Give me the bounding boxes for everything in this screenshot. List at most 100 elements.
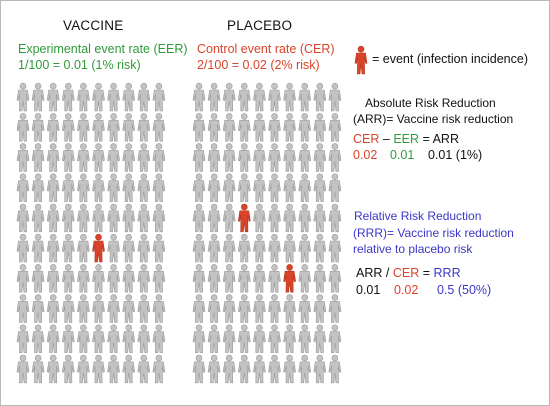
vaccine-person-figure <box>46 173 60 202</box>
vaccine-person-figure <box>16 113 30 142</box>
placebo-person-figure <box>313 173 327 202</box>
vaccine-person-figure <box>16 233 30 263</box>
vaccine-person-figure <box>61 324 75 353</box>
placebo-person-figure <box>283 354 296 384</box>
vaccine-person-figure <box>92 203 105 233</box>
placebo-person-figure <box>268 113 281 142</box>
vaccine-person-figure <box>122 264 136 293</box>
placebo-person-figure <box>313 113 327 142</box>
vaccine-person-figure <box>77 294 90 323</box>
eer-label: Experimental event rate (EER) <box>18 42 188 56</box>
vaccine-person-figure <box>46 354 60 384</box>
vaccine-person-figure <box>77 113 90 142</box>
placebo-person-figure <box>283 82 296 112</box>
vaccine-person-figure <box>122 143 136 172</box>
vaccine-heading: VACCINE <box>63 18 124 33</box>
placebo-person-figure <box>253 294 266 323</box>
placebo-person-figure <box>283 233 296 263</box>
vaccine-person-figure <box>107 324 120 353</box>
arr-val-eer: 0.01 <box>390 148 415 162</box>
vaccine-person-figure <box>152 294 166 323</box>
arr-equation: CER – EER = ARR <box>353 132 459 147</box>
placebo-person-figure <box>283 203 296 233</box>
vaccine-person-figure <box>152 173 166 202</box>
placebo-person-figure <box>313 143 327 172</box>
placebo-person-figure <box>222 294 236 323</box>
vaccine-person-figure <box>31 294 45 323</box>
placebo-person-figure <box>222 324 236 353</box>
placebo-person-figure <box>298 324 312 353</box>
vaccine-person-figure <box>61 354 75 384</box>
vaccine-person-figure <box>122 113 136 142</box>
rrr-eq-equals: = <box>422 266 431 280</box>
placebo-person-figure <box>237 113 251 142</box>
arr-eq-eer: EER <box>393 132 420 146</box>
vaccine-person-figure <box>31 173 45 202</box>
placebo-person-figure <box>192 82 206 112</box>
vaccine-person-figure <box>77 233 90 263</box>
vaccine-person-figure <box>92 173 105 202</box>
vaccine-person-figure <box>107 173 120 202</box>
placebo-person-figure <box>192 354 206 384</box>
placebo-person-figure <box>253 233 266 263</box>
placebo-person-figure <box>268 203 281 233</box>
arr-eq-cer: CER <box>353 132 380 146</box>
legend-text: = event (infection incidence) <box>372 52 528 66</box>
rrr-val-result: 0.5 (50%) <box>437 283 492 297</box>
placebo-population-grid <box>192 82 342 384</box>
vaccine-person-figure <box>46 294 60 323</box>
placebo-person-figure <box>253 203 266 233</box>
placebo-person-figure <box>192 294 206 323</box>
placebo-person-figure <box>237 82 251 112</box>
placebo-person-figure <box>222 354 236 384</box>
vaccine-person-figure <box>31 82 45 112</box>
placebo-person-figure <box>268 173 281 202</box>
placebo-person-figure <box>298 173 312 202</box>
vaccine-person-figure <box>137 173 151 202</box>
placebo-person-figure <box>283 113 296 142</box>
vaccine-person-figure <box>122 233 136 263</box>
placebo-person-figure <box>268 294 281 323</box>
vaccine-person-figure <box>46 324 60 353</box>
placebo-person-figure <box>207 113 221 142</box>
vaccine-person-figure <box>77 173 90 202</box>
placebo-person-figure <box>253 324 266 353</box>
vaccine-person-figure <box>61 173 75 202</box>
rrr-title: Relative Risk Reduction <box>354 209 482 223</box>
placebo-person-figure <box>313 324 327 353</box>
placebo-person-figure <box>222 233 236 263</box>
vaccine-person-figure <box>137 203 151 233</box>
vaccine-person-figure <box>46 264 60 293</box>
vaccine-person-figure <box>77 354 90 384</box>
vaccine-person-figure <box>137 82 151 112</box>
rrr-val-cer: 0.02 <box>394 283 419 297</box>
vaccine-person-figure <box>107 203 120 233</box>
placebo-person-figure <box>268 82 281 112</box>
placebo-person-figure <box>207 143 221 172</box>
vaccine-person-figure <box>137 294 151 323</box>
placebo-person-figure <box>328 173 342 202</box>
vaccine-person-figure <box>77 143 90 172</box>
vaccine-person-figure <box>122 82 136 112</box>
vaccine-person-figure <box>92 354 105 384</box>
placebo-person-figure <box>283 173 296 202</box>
vaccine-person-figure <box>107 354 120 384</box>
placebo-person-figure <box>283 143 296 172</box>
placebo-person-figure <box>328 264 342 293</box>
vaccine-person-figure <box>77 264 90 293</box>
arr-eq-result: = ARR <box>422 132 459 146</box>
vaccine-person-figure <box>61 143 75 172</box>
placebo-person-figure <box>253 264 266 293</box>
vaccine-person-figure <box>46 82 60 112</box>
placebo-person-figure <box>283 294 296 323</box>
person-icon <box>354 45 368 75</box>
placebo-person-figure <box>192 143 206 172</box>
placebo-person-figure <box>298 203 312 233</box>
vaccine-person-figure <box>31 203 45 233</box>
vaccine-person-figure <box>137 113 151 142</box>
vaccine-person-figure <box>92 113 105 142</box>
vaccine-person-figure <box>46 143 60 172</box>
placebo-person-figure <box>298 82 312 112</box>
vaccine-person-figure <box>152 233 166 263</box>
